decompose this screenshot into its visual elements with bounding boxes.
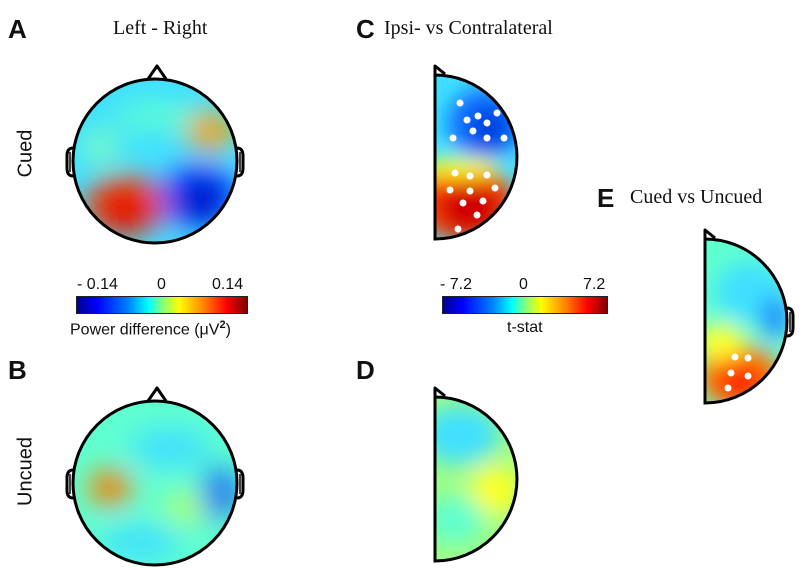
panel-letter-b: B	[8, 355, 27, 385]
topomap-ipsi-vs-contra-uncued	[433, 386, 519, 563]
colorbar-power	[76, 296, 248, 314]
significant-electrodes-e	[724, 353, 752, 392]
topomap-ipsi-vs-contra-cued	[433, 64, 519, 241]
topomap-uncued-left-right	[65, 386, 245, 567]
panel-c-title: Ipsi- vs Contralateral	[384, 17, 553, 39]
significant-electrodes-c	[446, 99, 508, 233]
colorbar-tstat-tick-max: 7.2	[583, 276, 606, 293]
colorbar-tstat	[442, 296, 608, 314]
colorbar-tstat-label: t-stat	[507, 319, 543, 336]
row-label-uncued: Uncued	[14, 437, 37, 506]
topomap-cued-left-right	[65, 64, 245, 245]
panel-letter-a: A	[8, 14, 27, 44]
colorbar-power-label: Power difference (μV2)	[70, 319, 231, 339]
colorbar-power-tick-zero: 0	[157, 276, 166, 293]
colorbar-power-tick-min: - 0.14	[77, 276, 118, 293]
panel-a-title: Left - Right	[113, 17, 208, 39]
panel-letter-c: C	[356, 14, 375, 44]
panel-e-title: Cued vs Uncued	[630, 186, 763, 208]
row-label-cued: Cued	[14, 129, 37, 178]
panel-letter-e: E	[597, 183, 615, 213]
topomap-cued-vs-uncued	[703, 228, 795, 405]
colorbar-power-tick-max: 0.14	[212, 276, 244, 293]
colorbar-tstat-tick-zero: 0	[519, 276, 528, 293]
colorbar-tstat-tick-min: - 7.2	[440, 276, 473, 293]
panel-letter-d: D	[356, 355, 375, 385]
